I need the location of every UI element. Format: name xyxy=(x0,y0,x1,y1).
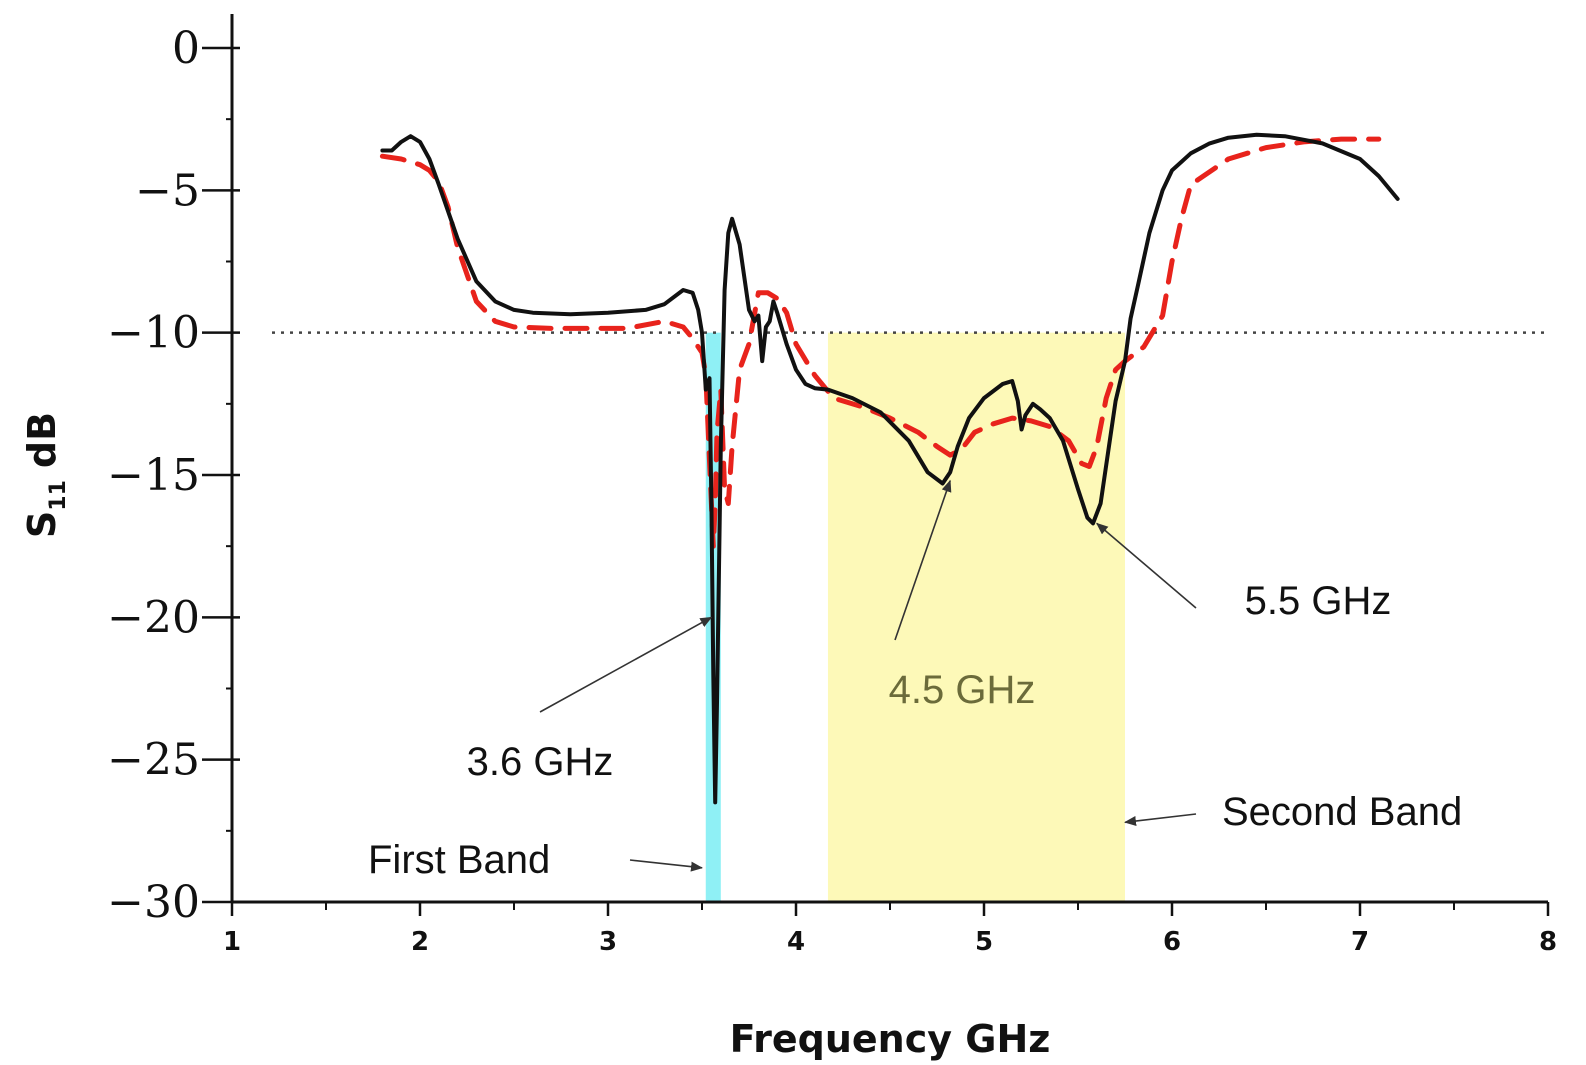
x-tick-label: 7 xyxy=(1351,927,1369,957)
y-tick-label: −25 xyxy=(107,735,200,786)
x-axis-title: Frequency GHz xyxy=(730,1017,1051,1061)
y-tick-label: 0 xyxy=(172,23,200,74)
y-ticks: 0 −5 −10 −15 −20 −25 −30 xyxy=(107,23,240,928)
annotation-arrow xyxy=(629,859,703,872)
y-axis-title: S11 dB xyxy=(20,412,71,538)
x-tick-label: 4 xyxy=(787,927,805,957)
x-tick-label: 2 xyxy=(411,927,429,957)
annotation-arrow xyxy=(1124,813,1197,826)
y-tick-label: −15 xyxy=(107,450,200,501)
y-tick-label: −5 xyxy=(135,165,200,216)
annotation-label: First Band xyxy=(368,838,550,882)
annotation-label: 4.5 GHz xyxy=(889,668,1036,712)
annotation-label: 5.5 GHz xyxy=(1245,579,1392,623)
annotation-arrow xyxy=(894,479,952,641)
x-tick-label: 8 xyxy=(1539,927,1557,957)
y-tick-label: −20 xyxy=(107,592,200,643)
band-regions xyxy=(705,332,1125,903)
series-line-dashed xyxy=(379,136,1382,549)
x-tick-label: 5 xyxy=(975,927,993,957)
y-axis-title-sub: 11 xyxy=(46,480,71,511)
series-layer xyxy=(379,132,1400,805)
x-tick-label: 6 xyxy=(1163,927,1181,957)
y-axis-title-unit: dB xyxy=(20,412,64,468)
annotation-arrow xyxy=(539,616,713,713)
x-tick-label: 3 xyxy=(599,927,617,957)
band-region-2 xyxy=(827,332,1125,903)
x-ticks: 1 2 3 4 5 6 7 8 xyxy=(223,902,1557,957)
y-tick-label: −10 xyxy=(107,308,200,359)
y-tick-label: −30 xyxy=(107,877,200,928)
series-line-solid xyxy=(380,132,1400,805)
y-axis-title-main: S xyxy=(20,511,64,538)
annotation-label: 3.6 GHz xyxy=(467,740,614,784)
annotation-label: Second Band xyxy=(1222,790,1462,834)
x-tick-label: 1 xyxy=(223,927,241,957)
annotation-arrow xyxy=(1096,522,1197,609)
annotations: 3.6 GHz 4.5 GHz 5.5 GHz First Band Second Ba… xyxy=(368,479,1462,882)
